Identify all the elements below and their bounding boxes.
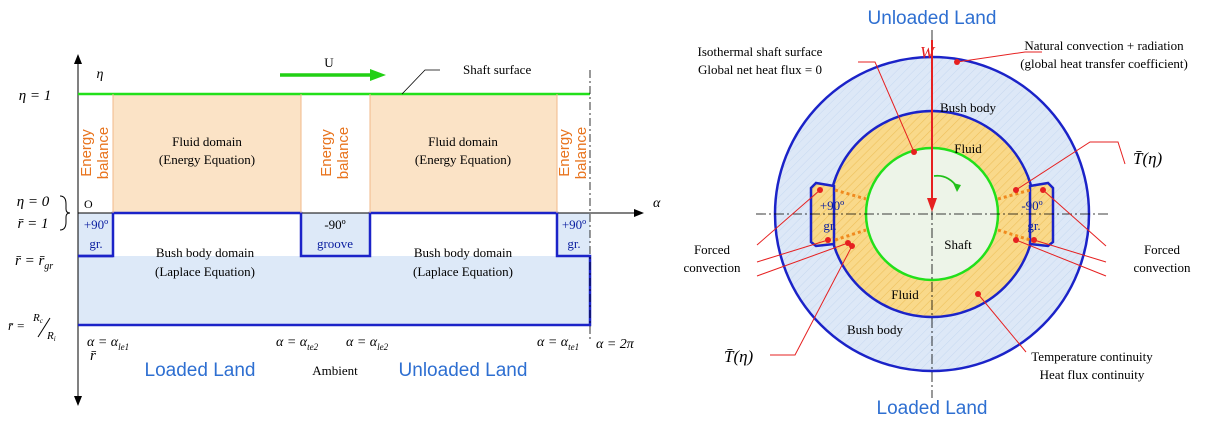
groove-right — [1028, 181, 1055, 248]
groove-plus90-2: +90º — [562, 217, 586, 232]
unloaded-land-right: Unloaded Land — [868, 8, 997, 29]
shaft-surface-label: Shaft surface — [463, 62, 531, 77]
alpha-te1: α = αte1 — [537, 335, 579, 352]
eta-axis-arrow — [74, 54, 82, 64]
forced-left-1: Forced — [694, 242, 731, 257]
r-axis-label: r̄ — [90, 348, 96, 364]
laplace-eq-1: (Laplace Equation) — [155, 264, 255, 279]
groove-label: groove — [317, 236, 353, 251]
right-circular-diagram: W Unloaded Land Loaded Land Bush body Fl… — [683, 8, 1191, 419]
bush-body-bottom: Bush body — [847, 322, 903, 337]
W-label: W — [920, 43, 936, 62]
fluid-bottom: Fluid — [891, 287, 919, 302]
U-label: U — [324, 55, 334, 70]
groove-minus90: -90º — [324, 217, 345, 232]
fluid-top: Fluid — [954, 141, 982, 156]
energy-balance-1: Energybalance — [78, 127, 112, 180]
load-arrow-head — [927, 198, 937, 212]
rotation-arrow-head — [953, 183, 961, 192]
groove-right-minus90: -90º — [1021, 198, 1042, 213]
unloaded-land-left: Unloaded Land — [399, 360, 528, 381]
groove-gr-2: gr. — [567, 236, 580, 251]
fluid-region-1 — [113, 94, 301, 213]
alpha-axis-label: α — [653, 196, 661, 211]
isothermal-line1: Isothermal shaft surface — [698, 44, 823, 59]
laplace-eq-2: (Laplace Equation) — [413, 264, 513, 279]
loaded-land-right: Loaded Land — [877, 398, 988, 419]
forced-right-1: Forced — [1144, 242, 1181, 257]
shaft-surface-leader — [401, 69, 440, 95]
origin-label: O — [84, 197, 93, 211]
alpha-2pi: α = 2π — [596, 337, 635, 352]
r-axis-arrow — [74, 396, 82, 406]
energy-balance-2: Energybalance — [318, 127, 352, 180]
alpha-axis-arrow — [634, 209, 644, 217]
fluid-region-2 — [370, 94, 557, 213]
ambient-label: Ambient — [312, 363, 358, 378]
leader-lines — [756, 51, 1126, 356]
natural-line1: Natural convection + radiation — [1024, 38, 1184, 53]
bush-body-region — [78, 213, 590, 325]
U-arrow-head — [370, 69, 386, 81]
bush-domain-2: Bush body domain — [414, 245, 513, 260]
conv-dots-1 — [834, 188, 867, 201]
leader-dots — [817, 59, 1046, 297]
fluid-domain-2: Fluid domain — [428, 134, 498, 149]
svg-text:Rc: Rc — [32, 312, 44, 325]
eta1-label: η = 1 — [19, 88, 52, 104]
temp-continuity: Temperature continuity — [1031, 349, 1153, 364]
groove-left-gr: gr. — [823, 218, 836, 233]
left-unwrapped-diagram: U Shaft surface η η = 1 η = 0 r̄ = 1 r̄ … — [8, 54, 661, 406]
rR-label: r̄ = Rc Ri — [8, 312, 56, 343]
groove-left — [809, 181, 836, 248]
eta0-label: η = 0 — [17, 194, 50, 210]
groove-gr-1: gr. — [89, 236, 102, 251]
eta-axis-label: η — [97, 67, 104, 82]
alpha-te2: α = αte2 — [276, 335, 319, 352]
alpha-le1: α = αle1 — [87, 335, 129, 352]
groove-left-plus90: +90º — [820, 198, 844, 213]
alpha-le2: α = αle2 — [346, 335, 389, 352]
rgr-label: r̄ = r̄gr — [15, 253, 53, 272]
svg-text:r̄ =: r̄ = — [8, 318, 25, 333]
brace — [59, 195, 71, 231]
natural-line2: (global heat transfer coefficient) — [1020, 56, 1188, 71]
energy-eq-1: (Energy Equation) — [159, 152, 255, 167]
groove-right-gr: gr. — [1027, 218, 1040, 233]
T-eta-right: T̄(η) — [1133, 149, 1163, 168]
groove-plus90-1: +90º — [84, 217, 108, 232]
fluid-domain-1: Fluid domain — [172, 134, 242, 149]
forced-left-2: convection — [683, 260, 741, 275]
svg-text:Ri: Ri — [46, 330, 56, 343]
bush-domain-1: Bush body domain — [156, 245, 255, 260]
forced-right-2: convection — [1133, 260, 1191, 275]
r1-label: r̄ = 1 — [18, 216, 49, 232]
energy-eq-2: (Energy Equation) — [415, 152, 511, 167]
T-eta-left: T̄(η) — [724, 347, 754, 366]
loaded-land-left: Loaded Land — [145, 360, 256, 381]
flux-continuity: Heat flux continuity — [1040, 367, 1145, 382]
isothermal-line2: Global net heat flux = 0 — [698, 62, 822, 77]
bush-body-top: Bush body — [940, 100, 996, 115]
shaft-label: Shaft — [944, 237, 972, 252]
energy-balance-3: Energybalance — [556, 127, 590, 180]
